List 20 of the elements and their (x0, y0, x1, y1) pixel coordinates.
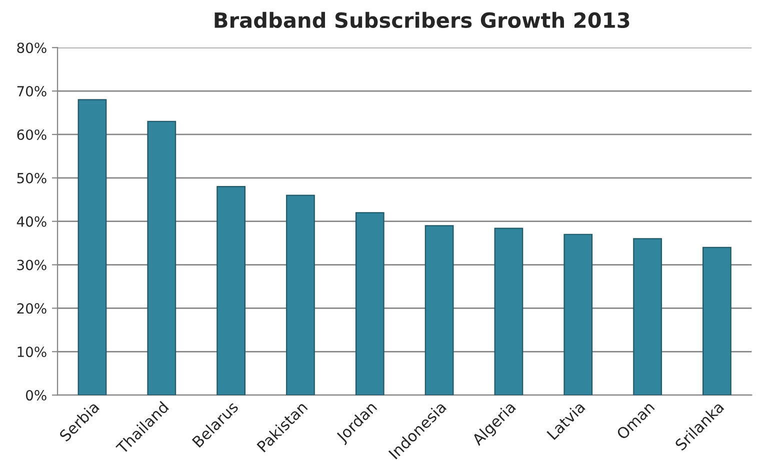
y-tick-label: 80% (17, 42, 46, 54)
y-tick-label: 0% (26, 390, 46, 401)
y-tick-label: 50% (17, 172, 46, 184)
bar (564, 234, 593, 396)
bar (424, 225, 454, 396)
y-tick-label: 70% (17, 86, 46, 97)
y-tick-label: 10% (18, 346, 46, 358)
bar (216, 186, 246, 396)
y-tick-label: 30% (17, 260, 46, 270)
bar (633, 238, 662, 396)
bar (78, 99, 107, 396)
y-tick-label: 40% (16, 216, 46, 227)
bar (702, 246, 732, 396)
y-tick-label: 60% (17, 129, 46, 140)
y-tick-label: 20% (17, 303, 46, 314)
bar (355, 212, 384, 396)
bar (494, 228, 524, 396)
chart-title: Bradband Subscribers Growth 2013 (214, 12, 630, 28)
bar (286, 194, 315, 396)
bar (147, 120, 176, 396)
